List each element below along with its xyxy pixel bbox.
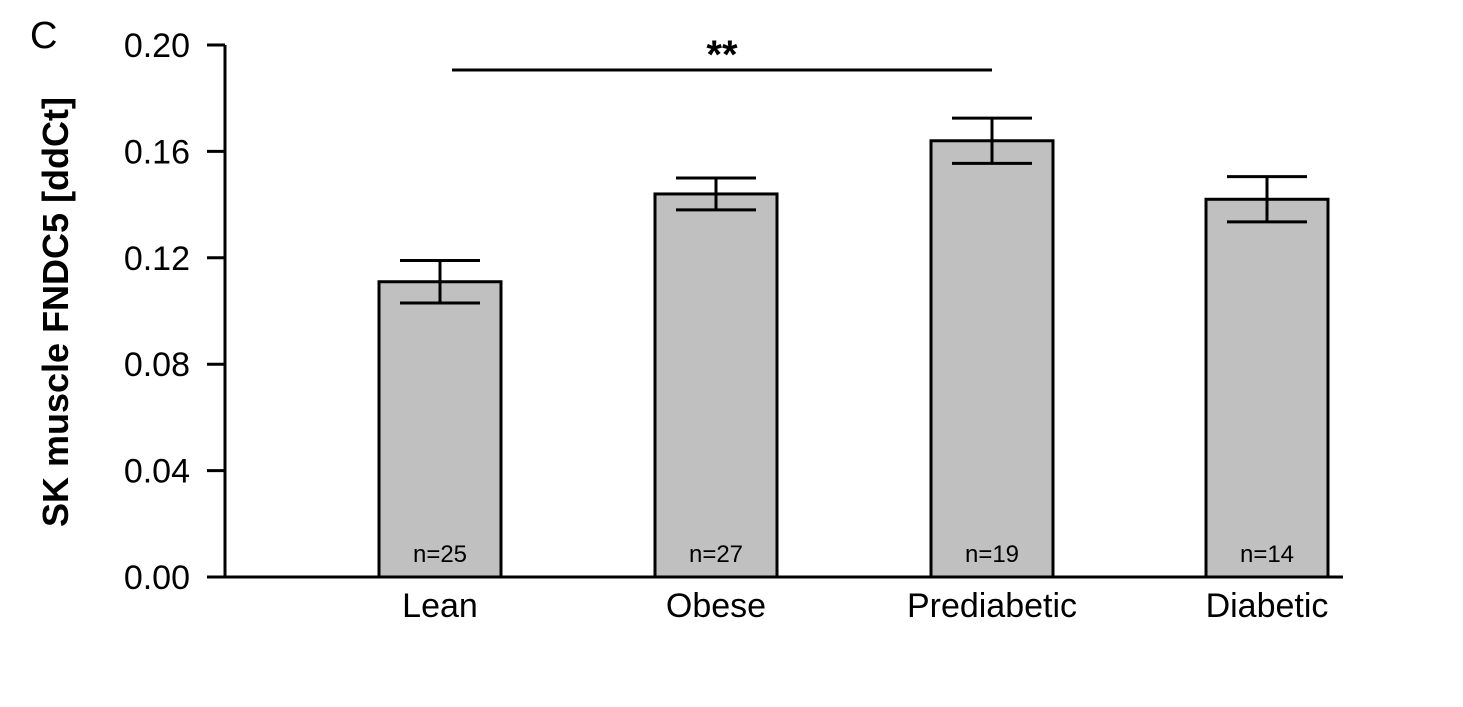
axes: 0.00 0.04 0.08 0.12 0.16 0.20 [124, 27, 1343, 597]
bar-prediabetic [929, 139, 1055, 579]
x-tick-label: Diabetic [1206, 587, 1329, 625]
bars: n=25 Lean n=27 Obese n=19 Prediabetic n=14 Diab… [377, 116, 1330, 625]
y-tick-label: 0.04 [124, 453, 190, 491]
n-label: n=19 [965, 541, 1019, 568]
n-label: n=14 [1240, 541, 1294, 568]
y-tick-label: 0.00 [124, 559, 190, 597]
panel-label: C [30, 15, 57, 57]
y-tick-label: 0.12 [124, 240, 190, 278]
x-tick-label: Prediabetic [907, 587, 1077, 625]
n-label: n=27 [689, 541, 743, 568]
n-label: n=25 [413, 541, 467, 568]
significance-annotation: ** [452, 33, 992, 77]
bar-obese [653, 192, 779, 579]
y-tick-label: 0.08 [124, 346, 190, 384]
significance-label: ** [706, 33, 738, 77]
x-tick-label: Lean [402, 587, 478, 625]
x-tick-label: Obese [666, 587, 766, 625]
y-axis-label: SK muscle FNDC5 [ddCt] [35, 97, 76, 527]
y-tick-label: 0.16 [124, 133, 190, 171]
bar-diabetic [1204, 197, 1330, 579]
y-tick-label: 0.20 [124, 27, 190, 65]
bar-lean [377, 280, 503, 579]
